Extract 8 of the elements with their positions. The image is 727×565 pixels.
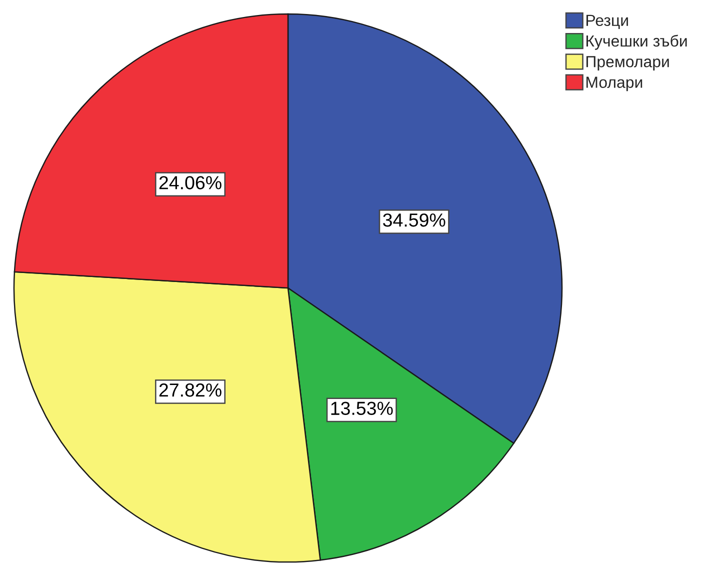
data-label: 34.59% xyxy=(383,213,446,227)
data-label: 13.53% xyxy=(331,402,393,416)
legend-label: Молари xyxy=(586,76,642,92)
legend-label: Премолари xyxy=(586,56,669,70)
data-label: 27.82% xyxy=(159,383,222,397)
legend-label: Резци xyxy=(586,14,628,30)
legend-label: Кучешки зъби xyxy=(586,34,687,50)
data-label: 24.06% xyxy=(159,176,222,190)
